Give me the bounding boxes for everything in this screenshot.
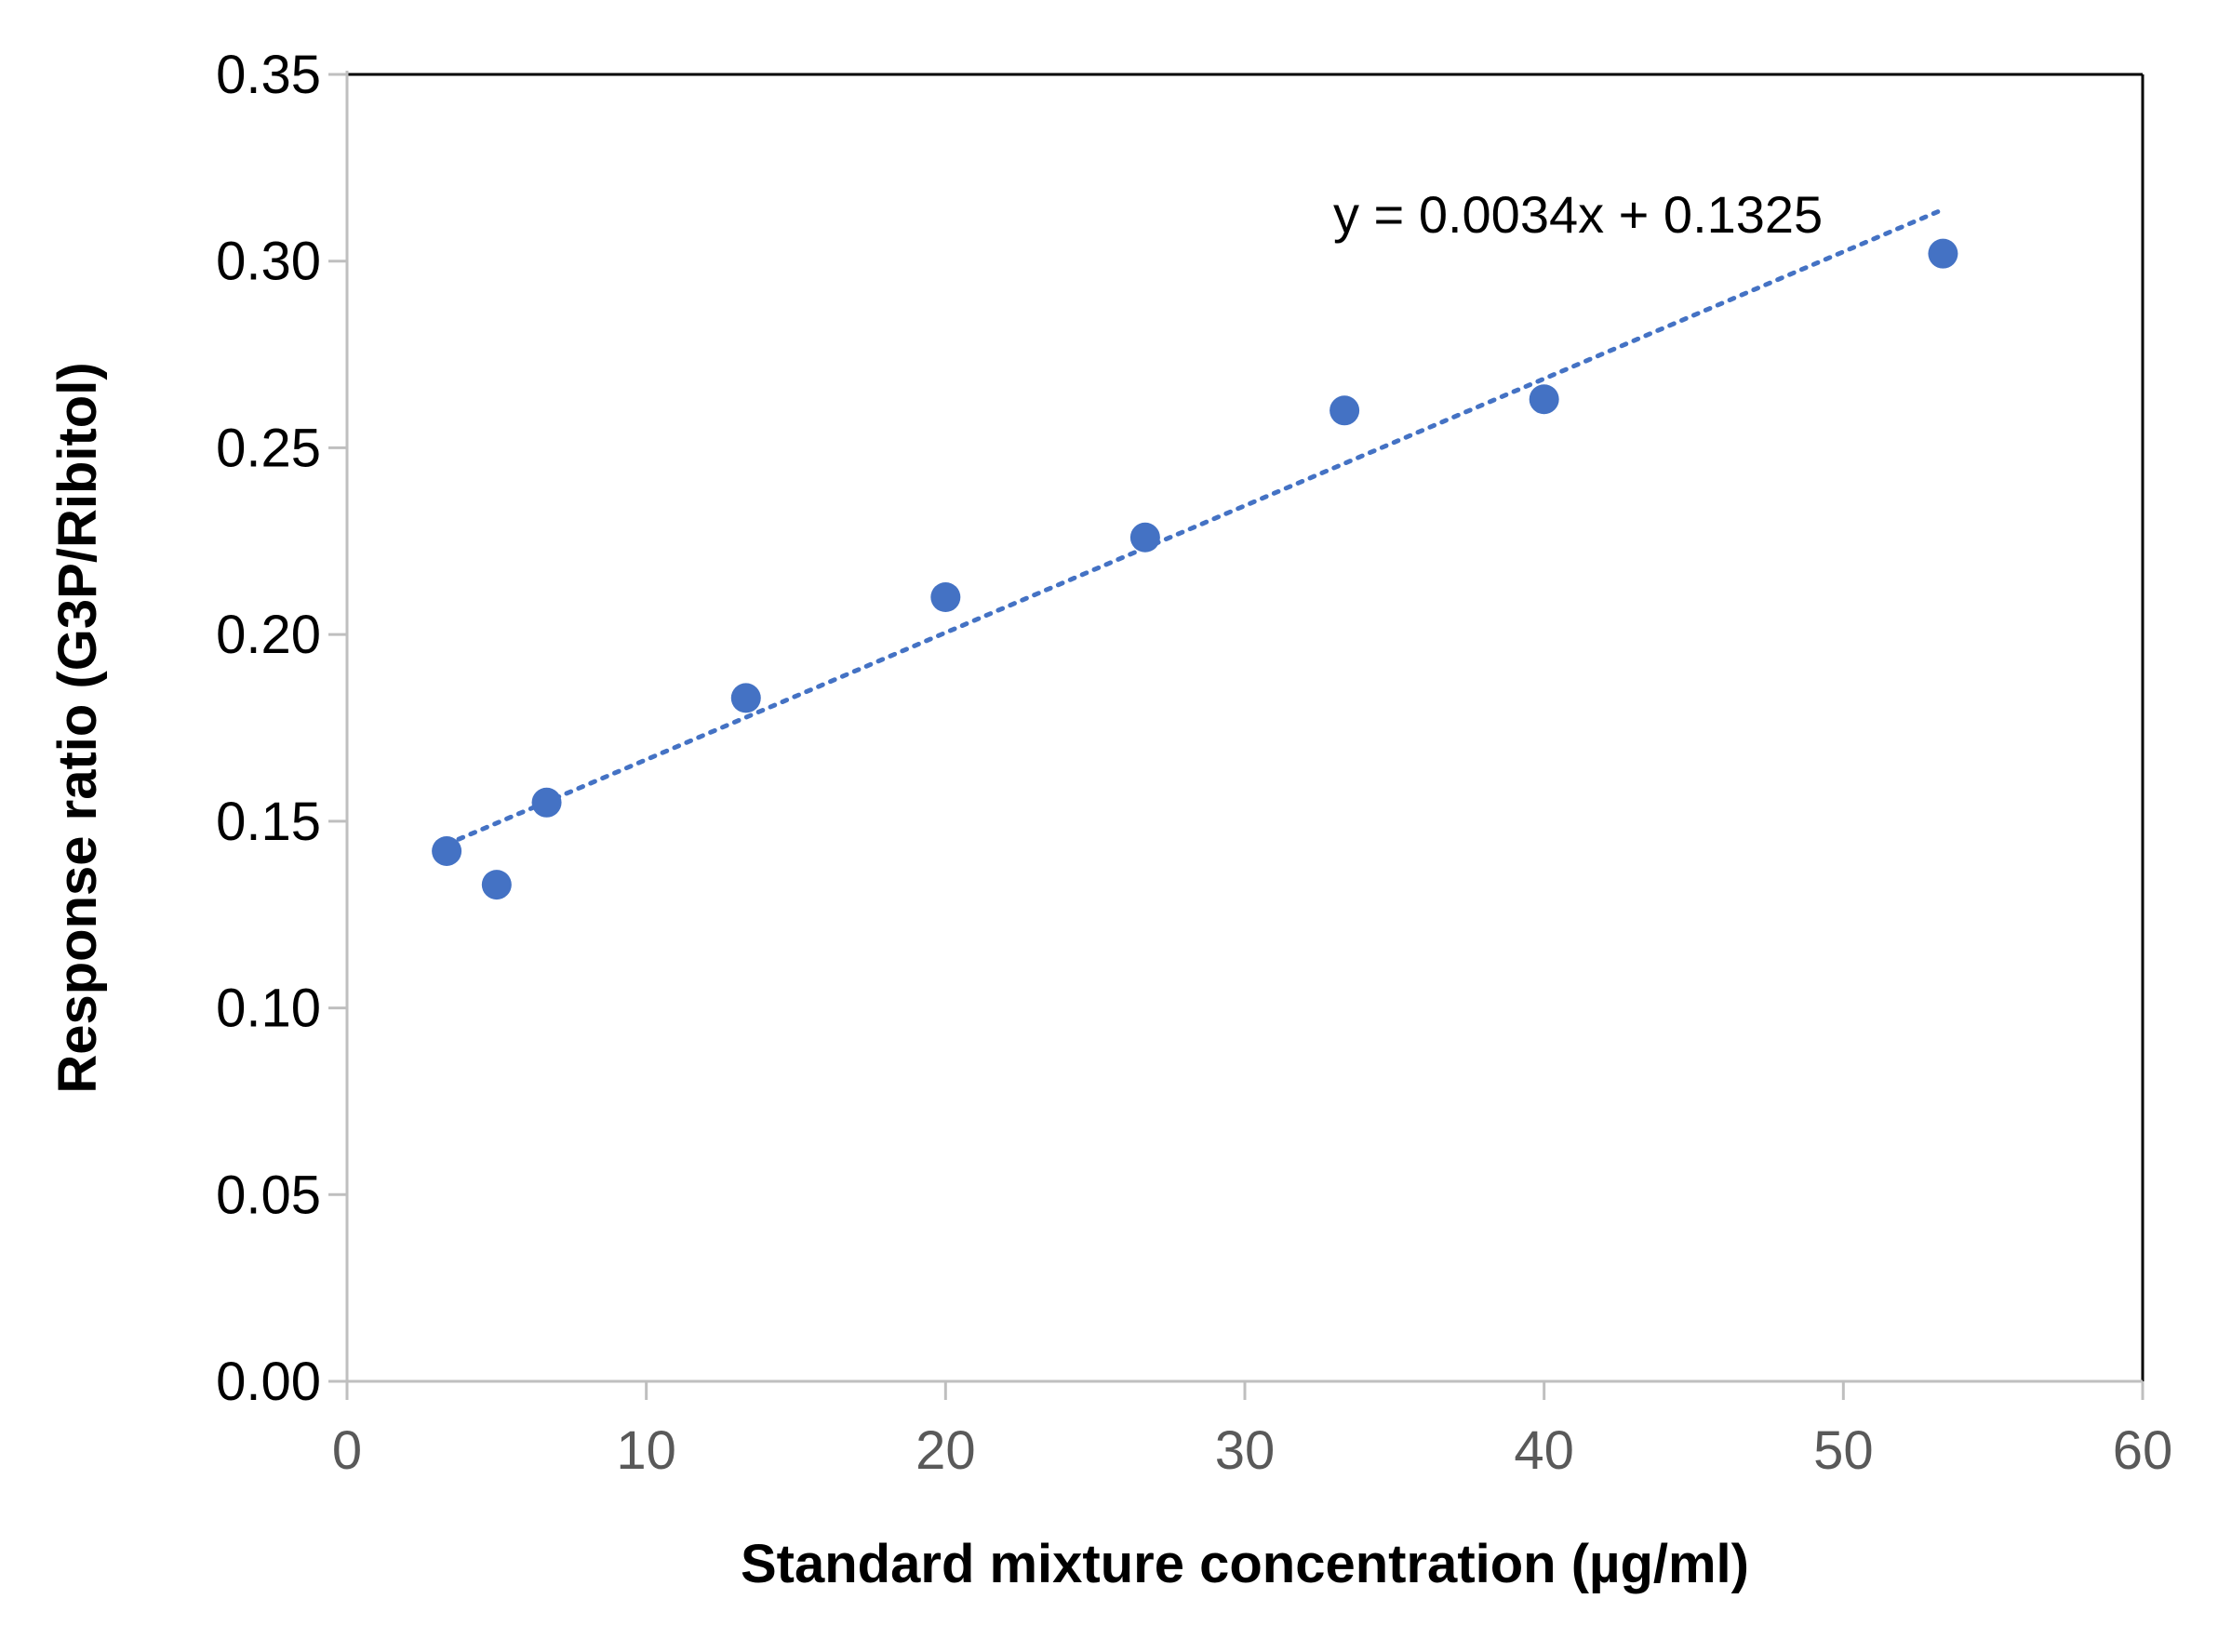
y-tick-label: 0.00	[216, 1352, 321, 1412]
plot-area	[328, 71, 2145, 1400]
x-tick-label: 40	[1514, 1420, 1574, 1481]
data-point	[481, 870, 512, 900]
x-tick-label: 10	[616, 1420, 676, 1481]
x-tick-label: 20	[915, 1420, 976, 1481]
data-point	[1529, 384, 1559, 415]
tick-labels: 0.00 0.05 0.10 0.15 0.20 0.25 0.30 0.35 0 10 20 30 4…	[216, 45, 2172, 1481]
x-tick-label: 50	[1813, 1420, 1874, 1481]
data-point	[432, 835, 462, 866]
trendline-equation: y = 0.0034x + 0.1325	[1333, 185, 1823, 244]
data-point	[1928, 238, 1958, 269]
y-tick-label: 0.05	[216, 1165, 321, 1225]
data-point	[531, 787, 562, 818]
trendline-layer	[444, 206, 1945, 847]
data-point	[930, 582, 961, 612]
data-points	[432, 238, 1958, 900]
y-tick-label: 0.25	[216, 418, 321, 478]
data-point	[1129, 522, 1160, 553]
trendline	[444, 206, 1945, 847]
data-point	[1329, 395, 1360, 426]
x-tick-label: 60	[2113, 1420, 2173, 1481]
y-tick-label: 0.20	[216, 605, 321, 665]
data-point	[730, 683, 761, 713]
y-tick-label: 0.30	[216, 232, 321, 292]
x-tick-label: 0	[332, 1420, 362, 1481]
y-tick-label: 0.35	[216, 45, 321, 105]
y-tick-label: 0.10	[216, 979, 321, 1039]
y-axis-title: Response ratio (G3P/Ribitol)	[47, 362, 108, 1093]
x-tick-label: 30	[1215, 1420, 1276, 1481]
y-tick-label: 0.15	[216, 792, 321, 852]
x-axis-title: Standard mixture concentration (µg/ml)	[741, 1534, 1749, 1594]
